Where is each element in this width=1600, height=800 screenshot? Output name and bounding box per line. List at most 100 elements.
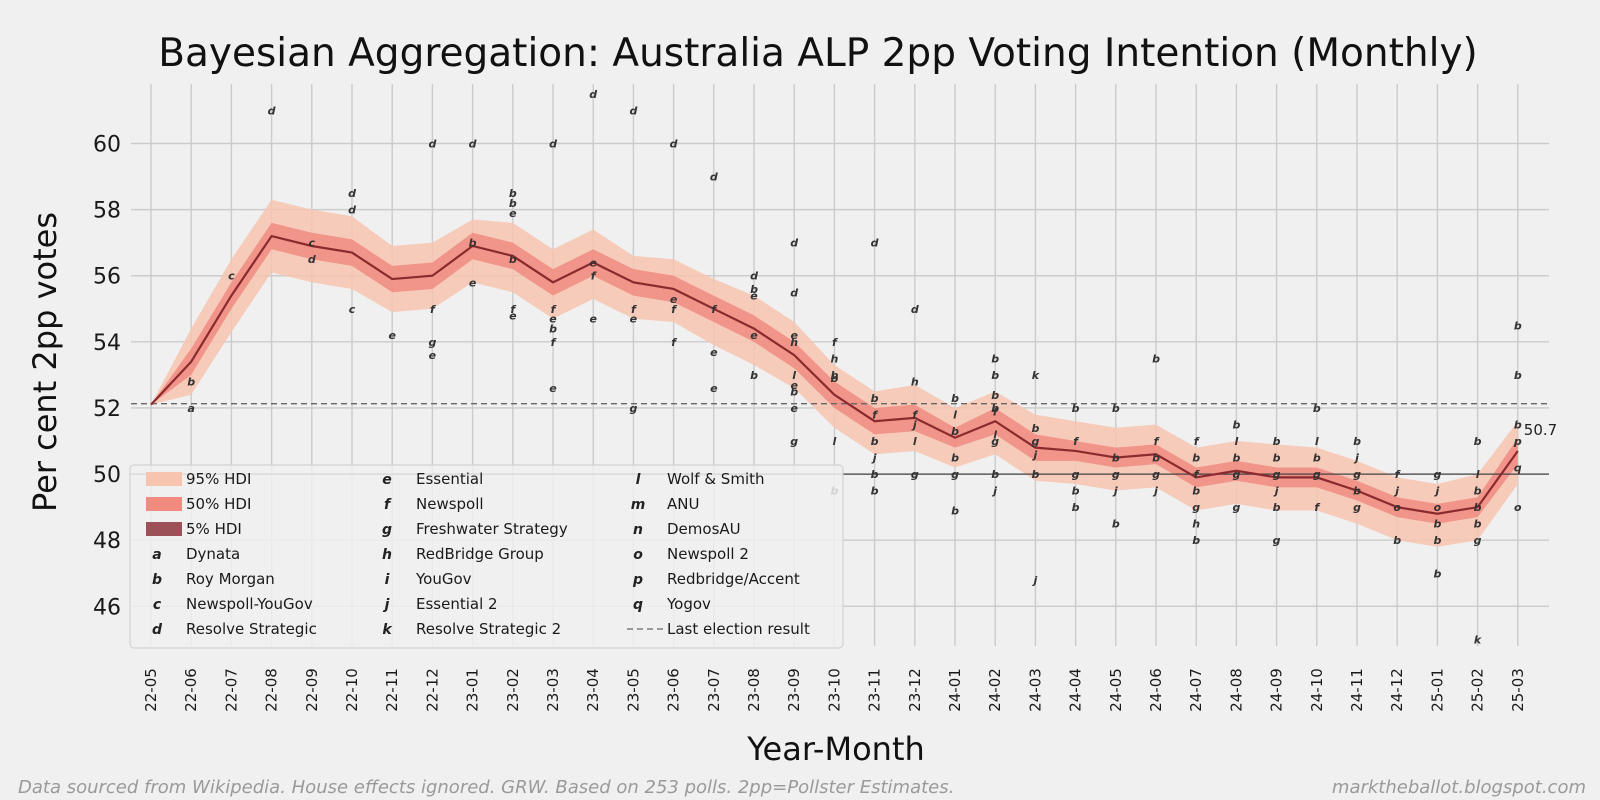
poll-marker: b	[1514, 369, 1522, 382]
poll-marker: b	[1112, 402, 1120, 415]
poll-marker: d	[911, 303, 919, 316]
legend-label: Resolve Strategic 2	[416, 620, 561, 638]
x-tick-label: 23-07	[705, 668, 723, 712]
poll-marker: f	[912, 409, 918, 422]
poll-marker: f	[551, 336, 557, 349]
poll-marker: e	[790, 402, 798, 415]
poll-marker: e	[790, 379, 798, 392]
poll-marker: e	[750, 290, 758, 303]
poll-marker: f	[1073, 435, 1079, 448]
poll-marker: l	[993, 428, 997, 441]
poll-marker: p	[1513, 435, 1522, 448]
legend-marker: i	[385, 572, 390, 588]
poll-marker: c	[228, 270, 235, 283]
x-tick-label: 24-08	[1227, 668, 1245, 712]
poll-marker: b	[1192, 534, 1200, 547]
poll-marker: b	[1072, 501, 1080, 514]
poll-marker: j	[1353, 452, 1359, 465]
x-tick-label: 25-01	[1428, 668, 1446, 712]
poll-marker: b	[509, 197, 517, 210]
poll-marker: g	[428, 336, 436, 349]
legend-label: Newspoll 2	[667, 545, 749, 563]
poll-marker: e	[630, 313, 638, 326]
x-tick-label: 24-11	[1348, 668, 1366, 712]
x-tick-label: 23-12	[906, 668, 924, 712]
legend: 95% HDI 50% HDI 5% HDI a Dynata b Roy Morgan c N…	[129, 464, 844, 649]
poll-marker: f	[551, 303, 557, 316]
poll-marker: d	[790, 237, 798, 250]
x-tick-label: 23-01	[464, 668, 482, 712]
legend-label: Redbridge/Accent	[667, 570, 800, 588]
poll-marker: b	[991, 468, 999, 481]
poll-marker: b	[1474, 485, 1482, 498]
poll-marker: g	[1353, 468, 1361, 481]
poll-marker: b	[871, 435, 879, 448]
poll-marker: f	[631, 303, 637, 316]
poll-marker: g	[1072, 468, 1080, 481]
poll-marker: b	[991, 389, 999, 402]
x-tick-label: 22-09	[303, 668, 321, 712]
poll-marker: f	[1314, 501, 1320, 514]
poll-marker: b	[991, 402, 999, 415]
poll-marker: b	[1273, 435, 1281, 448]
poll-marker: b	[1393, 534, 1401, 547]
legend-swatch	[146, 522, 182, 536]
legend-label: Yogov	[666, 595, 711, 613]
poll-marker: b	[830, 372, 838, 385]
poll-marker: b	[1313, 452, 1321, 465]
poll-marker: d	[428, 138, 436, 151]
poll-marker: b	[951, 425, 959, 438]
x-tick-label: 22-07	[222, 668, 240, 712]
legend-marker: q	[633, 597, 643, 613]
poll-marker: e	[388, 329, 396, 342]
poll-marker: j	[1273, 485, 1279, 498]
x-tick-label: 24-04	[1067, 668, 1085, 712]
legend-label: Wolf & Smith	[667, 470, 765, 488]
poll-marker: h	[1192, 518, 1200, 531]
poll-marker: d	[629, 104, 637, 117]
poll-marker: e	[790, 329, 798, 342]
poll-marker: b	[951, 504, 959, 517]
x-tick-label: 23-06	[665, 668, 683, 712]
poll-marker: f	[671, 303, 677, 316]
x-tick-label: 25-03	[1509, 668, 1527, 712]
poll-marker: d	[670, 138, 678, 151]
poll-marker: b	[991, 369, 999, 382]
poll-marker: j	[991, 485, 997, 498]
poll-marker: j	[911, 419, 917, 432]
poll-marker: f	[430, 303, 436, 316]
poll-markers: abcdcdddcedfgedbebbebfedfebfedefedfegdef…	[187, 88, 1522, 646]
poll-marker: g	[1353, 501, 1361, 514]
poll-marker: f	[832, 336, 838, 349]
poll-marker: g	[1273, 534, 1281, 547]
legend-marker: n	[633, 522, 643, 538]
poll-marker: g	[911, 468, 919, 481]
legend-marker: l	[636, 472, 641, 488]
poll-marker: g	[1031, 435, 1039, 448]
poll-marker: b	[549, 323, 557, 336]
poll-marker: d	[348, 187, 356, 200]
poll-marker: e	[589, 257, 597, 270]
x-tick-label: 23-05	[624, 668, 642, 712]
poll-marker: d	[308, 253, 316, 266]
poll-marker: b	[1313, 402, 1321, 415]
x-axis-ticks: 22-05 22-06 22-07 22-08 22-09 22-10 22-11 22-12…	[142, 668, 1527, 712]
poll-marker: e	[509, 207, 517, 220]
poll-marker: g	[991, 435, 999, 448]
poll-marker: h	[830, 352, 838, 365]
poll-marker: e	[469, 276, 477, 289]
legend-marker: d	[152, 622, 163, 638]
legend-label: RedBridge Group	[416, 545, 544, 563]
poll-marker: l	[792, 369, 796, 382]
poll-marker: b	[1232, 419, 1240, 432]
x-tick-label: 24-01	[946, 668, 964, 712]
poll-marker: b	[991, 352, 999, 365]
legend-marker: k	[382, 622, 393, 638]
legend-label: Resolve Strategic	[186, 620, 317, 638]
x-tick-label: 24-03	[1026, 668, 1044, 712]
poll-marker: b	[1192, 452, 1200, 465]
poll-marker: b	[790, 385, 798, 398]
poll-marker: l	[1476, 468, 1480, 481]
legend-label: 50% HDI	[186, 495, 251, 513]
